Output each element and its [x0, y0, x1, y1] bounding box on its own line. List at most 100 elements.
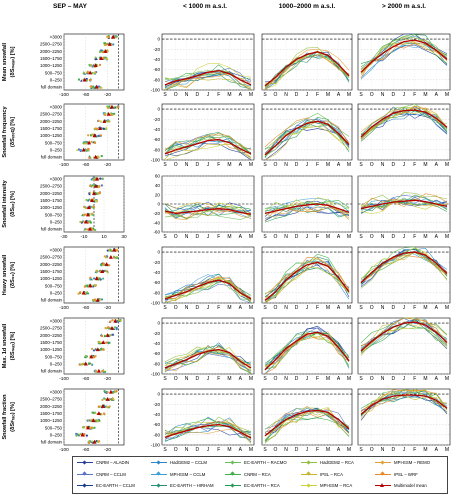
month-tick-label: F — [413, 447, 416, 453]
band-label: 1500–1750 — [40, 340, 63, 345]
x-tick-label: -100 — [59, 92, 69, 98]
month-tick-label: D — [195, 162, 199, 168]
month-tick-label: F — [217, 234, 220, 240]
legend-item: EC-EARTH – RCA — [225, 483, 280, 488]
model-point — [99, 120, 103, 123]
model-point — [106, 271, 110, 274]
model-point — [107, 36, 110, 39]
model-series-line — [264, 117, 350, 148]
legend-marker — [380, 483, 384, 487]
month-tick-label: N — [185, 162, 189, 168]
model-point — [103, 42, 106, 45]
model-point — [108, 405, 111, 408]
multimodel-mean-marker — [110, 104, 114, 109]
band-label: 1000–1250 — [40, 347, 63, 352]
legend-marker — [380, 471, 385, 476]
model-point — [88, 63, 91, 66]
model-series-line — [264, 257, 350, 300]
legend-swatch — [225, 471, 241, 476]
month-tick-label: F — [413, 305, 416, 311]
model-point — [113, 106, 116, 109]
month-tick-label: S — [359, 162, 363, 168]
month-tick-label: M — [249, 234, 253, 240]
month-tick-label: N — [381, 305, 385, 311]
multimodel-mean-line — [264, 409, 350, 437]
month-tick-label: D — [391, 92, 395, 98]
month-tick-label: F — [413, 234, 416, 240]
multimodel-mean-marker — [92, 439, 97, 444]
multimodel-mean-line — [264, 120, 350, 156]
y-tick-label: -60 — [153, 230, 160, 235]
model-point — [83, 285, 86, 288]
legend-swatch — [301, 460, 317, 465]
month-tick-label: O — [174, 234, 178, 240]
y-tick-label: 0 — [157, 250, 160, 255]
band-label: 2500–2750 — [40, 112, 63, 117]
band-label: 0–250 — [50, 361, 63, 366]
model-point — [105, 341, 108, 344]
month-tick-label: N — [284, 376, 288, 382]
model-series-line — [164, 206, 252, 218]
model-point — [108, 120, 111, 123]
band-label: 1000–1250 — [40, 133, 63, 138]
model-series-line — [264, 257, 350, 295]
model-point — [91, 184, 95, 188]
model-point — [99, 177, 102, 180]
month-tick-label: J — [207, 447, 210, 453]
month-tick-label: J — [306, 92, 309, 98]
model-point — [104, 398, 107, 401]
model-point — [97, 341, 100, 344]
month-tick-label: J — [306, 376, 309, 382]
y-tick-label: -80 — [153, 77, 160, 82]
multimodel-mean-marker — [95, 347, 100, 352]
model-series-line — [360, 390, 448, 419]
month-tick-label: F — [316, 234, 319, 240]
multimodel-mean-marker — [89, 354, 94, 359]
model-point — [90, 439, 94, 443]
legend-label: EC-EARTH – RCA — [244, 483, 280, 488]
model-point — [84, 354, 87, 358]
model-series-line — [164, 209, 252, 220]
month-tick-label: A — [337, 234, 341, 240]
panel-frame — [63, 388, 125, 446]
legend-label: MPI-ESM – RCA — [320, 483, 353, 488]
model-point — [100, 298, 104, 301]
model-point — [115, 106, 118, 109]
month-tick-label: A — [239, 234, 243, 240]
month-tick-label: M — [445, 234, 449, 240]
model-series-line — [164, 78, 252, 90]
model-point — [91, 347, 94, 350]
x-tick-label: -20 — [104, 447, 111, 453]
y-tick-label: -80 — [153, 147, 160, 152]
band-label: 2000–2250 — [40, 333, 63, 338]
model-point — [108, 327, 111, 330]
model-point — [83, 433, 86, 436]
multimodel-mean-marker — [88, 226, 92, 231]
month-tick-label: D — [195, 92, 199, 98]
multimodel-mean-marker — [103, 49, 108, 53]
model-point — [94, 177, 97, 180]
y-tick-label: 0 — [157, 202, 160, 207]
month-tick-label: A — [239, 162, 243, 168]
model-point — [82, 426, 85, 429]
model-point — [95, 369, 98, 373]
model-point — [106, 120, 109, 123]
month-tick-label: N — [185, 447, 189, 453]
model-point — [102, 262, 105, 265]
y-tick-label: -60 — [153, 280, 160, 285]
band-label: >3000 — [50, 390, 63, 395]
multimodel-mean-marker — [108, 254, 113, 259]
model-point — [90, 206, 94, 209]
month-tick-label: M — [423, 234, 427, 240]
model-point — [99, 340, 103, 344]
model-series-line — [264, 201, 350, 215]
model-point — [108, 341, 111, 344]
band-label: full domain — [41, 85, 63, 90]
model-point — [111, 398, 114, 401]
multimodel-mean-marker — [94, 84, 99, 89]
model-point — [85, 434, 88, 437]
month-tick-label: N — [284, 162, 288, 168]
multimodel-mean-marker — [108, 389, 113, 394]
multimodel-mean-line — [360, 394, 448, 415]
model-point — [103, 334, 106, 338]
